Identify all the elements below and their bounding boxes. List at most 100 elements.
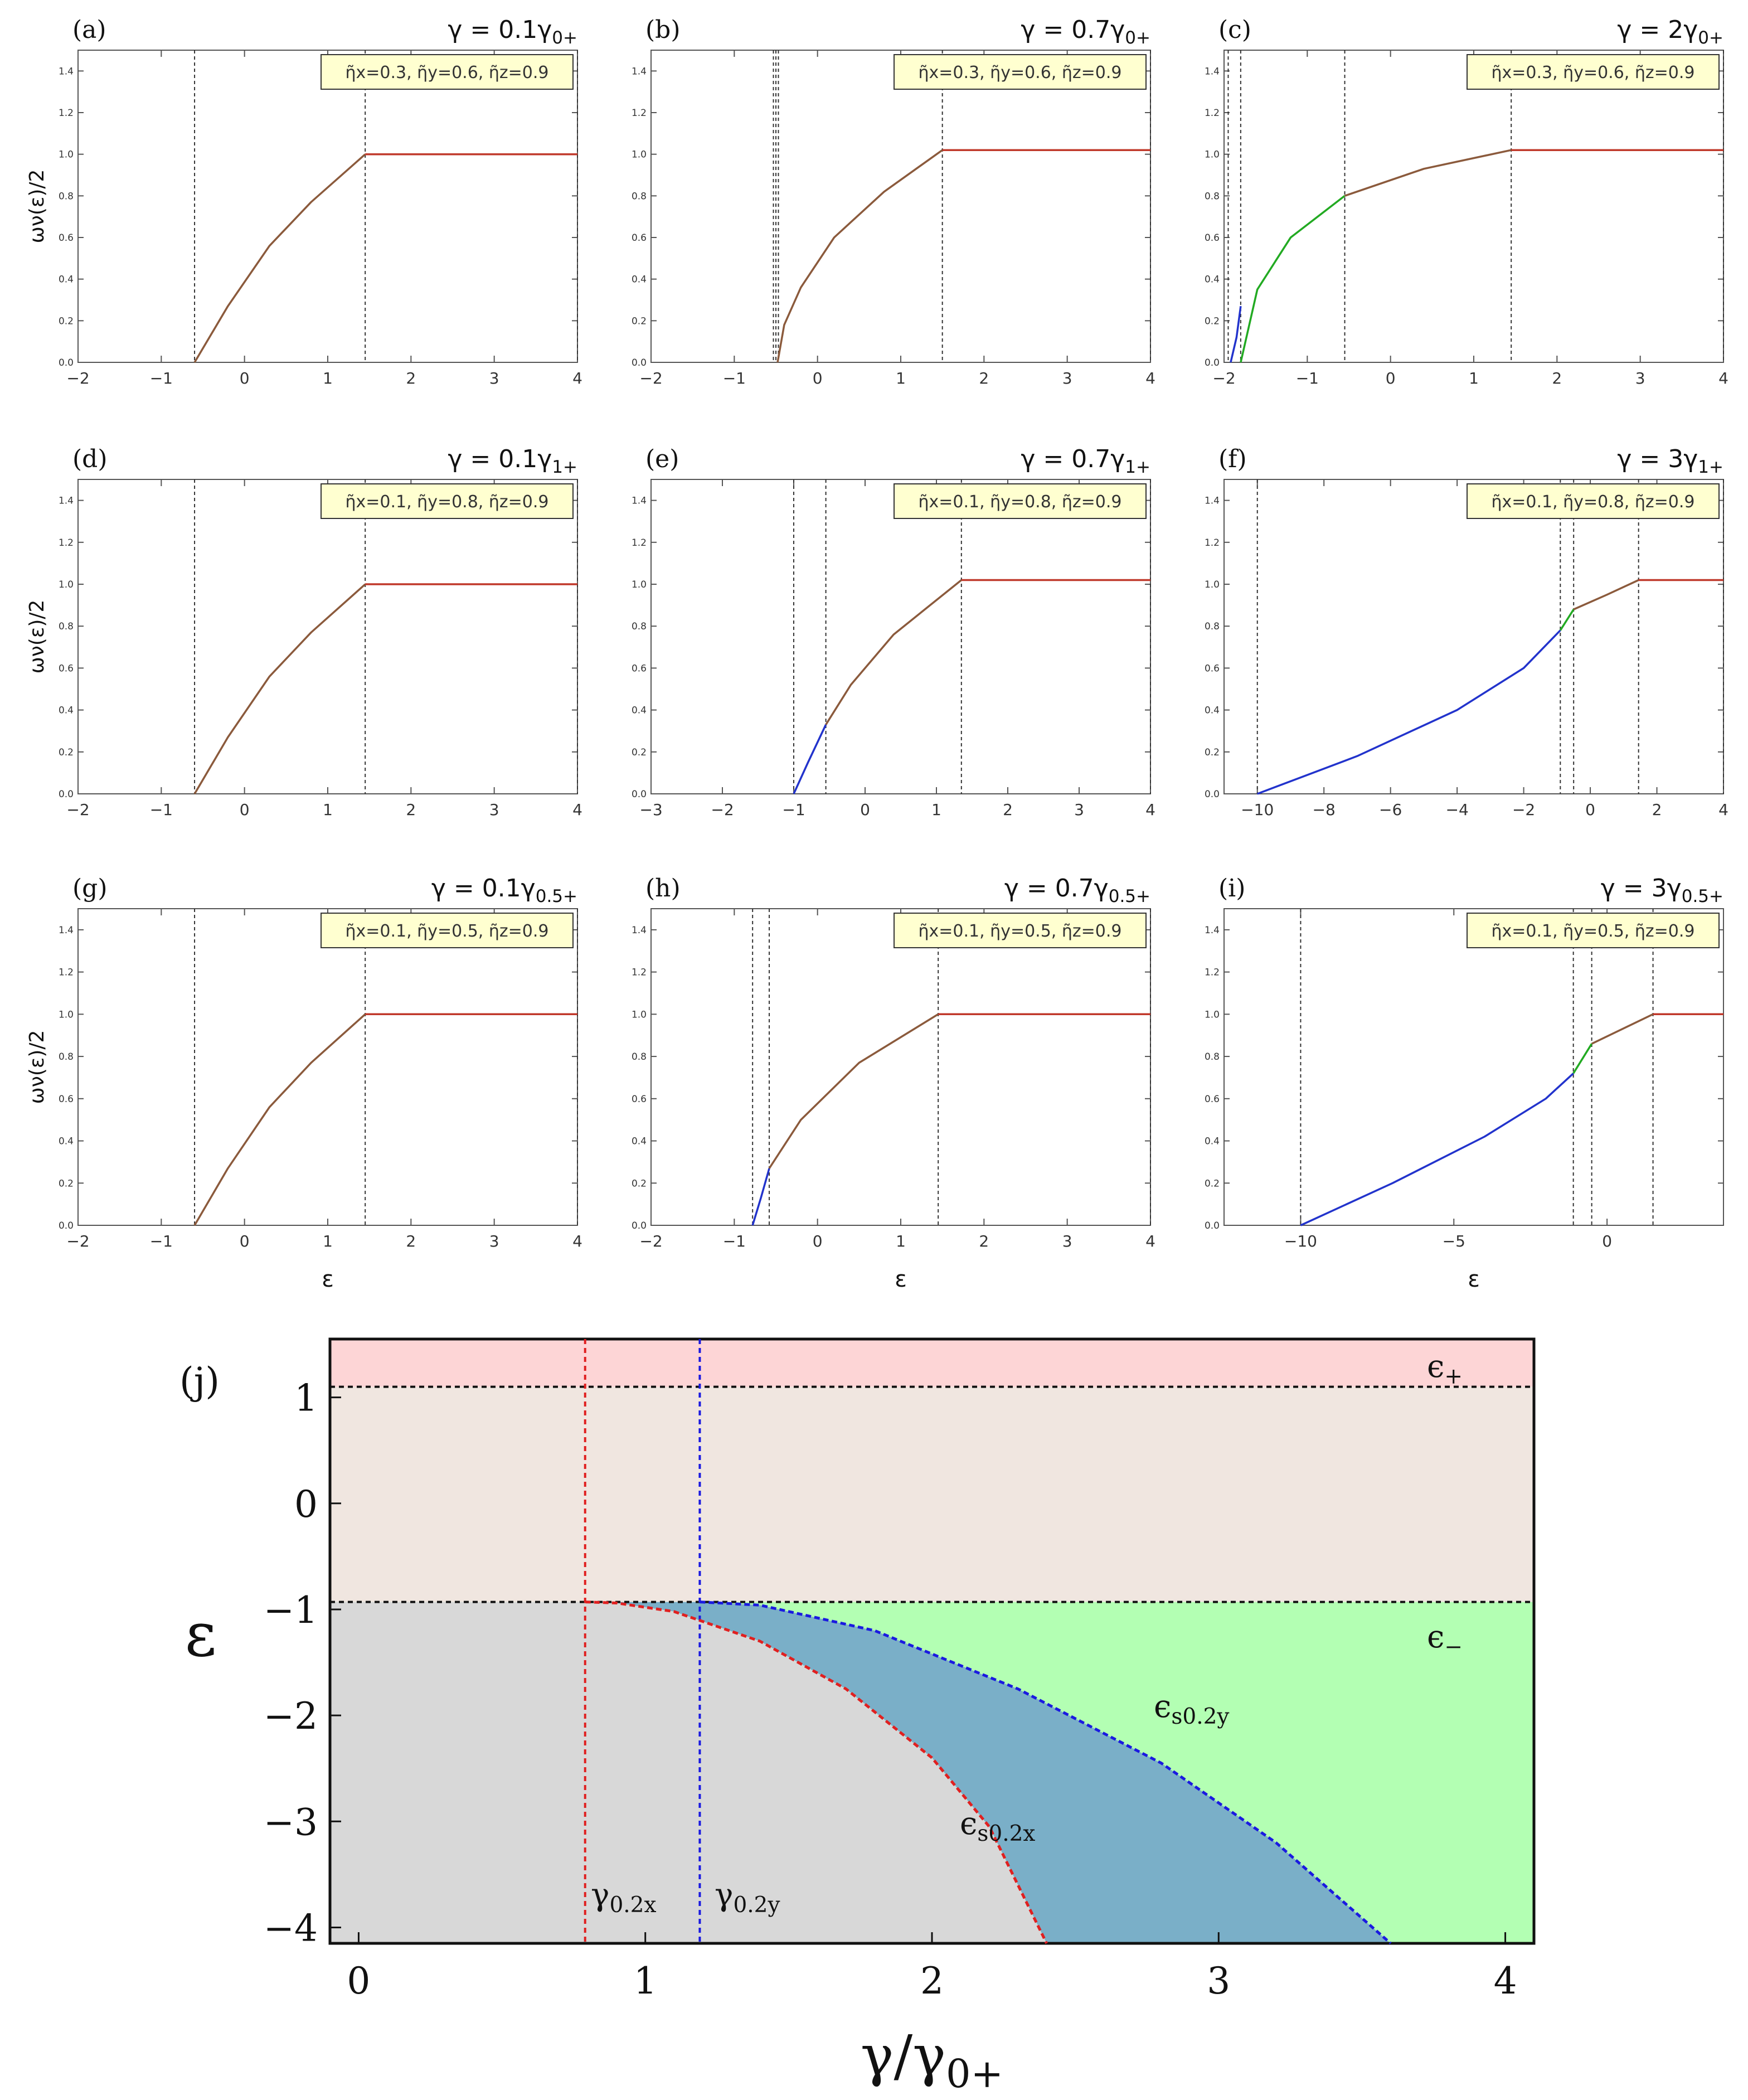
x-tick-label: 4: [572, 801, 582, 819]
x-tick-label: 3: [1062, 1232, 1072, 1250]
y-tick-label: −2: [264, 1695, 318, 1738]
y-tick-label: 1.2: [632, 108, 647, 119]
x-tick-label: 4: [572, 369, 582, 387]
y-tick-label: 1.2: [59, 537, 74, 549]
y-tick-label: 0.6: [1205, 663, 1220, 674]
y-tick-label: 0.6: [632, 663, 647, 674]
series-blue: [1257, 629, 1561, 795]
y-tick-label: 0.8: [632, 621, 647, 632]
x-tick-label: 3: [489, 1232, 499, 1250]
y-tick-label: 0: [294, 1483, 318, 1526]
x-tick-label: −6: [1379, 801, 1402, 819]
panel-title: γ = 0.1γ1+: [448, 445, 577, 477]
series-brown: [1591, 1013, 1654, 1045]
y-tick-label: 0.0: [59, 357, 74, 368]
legend-text: η̃x=0.1, η̃y=0.5, η̃z=0.9: [919, 922, 1122, 941]
y-tick-label: 0.4: [59, 274, 74, 285]
legend-box: [321, 54, 574, 90]
x-tick-label: −3: [639, 801, 662, 819]
x-tick-label: 4: [1494, 1960, 1517, 2002]
x-tick-label: 2: [1003, 801, 1013, 819]
series-brown: [1344, 149, 1512, 197]
y-tick-label: 0.8: [1205, 1051, 1220, 1063]
series-brown: [193, 1013, 366, 1226]
y-tick-label: 0.6: [59, 232, 74, 244]
plot-frame: [650, 908, 1151, 1226]
y-tick-label: −1: [264, 1589, 318, 1632]
x-tick-label: −1: [782, 801, 805, 819]
series-green: [1572, 1043, 1593, 1074]
plot-frame: [77, 908, 578, 1226]
y-tick-label: 0.8: [59, 1051, 74, 1063]
y-tick-label: −3: [264, 1801, 318, 1844]
y-tick-label: 0.6: [1205, 232, 1220, 244]
x-tick-label: −2: [66, 1232, 89, 1250]
series-brown: [825, 579, 962, 725]
y-tick-label: 0.6: [59, 663, 74, 674]
series-green: [1240, 195, 1346, 363]
legend-text: η̃x=0.1, η̃y=0.5, η̃z=0.9: [1492, 922, 1695, 941]
x-tick-label: 0: [860, 801, 870, 819]
curve-y-label: ϵs0.2y: [1154, 1689, 1229, 1729]
y-tick-label: 1.4: [59, 66, 74, 77]
y-tick-label: 0.4: [59, 705, 74, 716]
legend-text: η̃x=0.1, η̃y=0.8, η̃z=0.9: [346, 492, 549, 512]
y-tick-label: 1.4: [632, 66, 647, 77]
x-tick-label: −1: [150, 1232, 173, 1250]
x-tick-label: 0: [813, 1232, 823, 1250]
y-tick-label: 0.2: [1205, 316, 1220, 327]
x-tick-label: 4: [1145, 369, 1155, 387]
x-tick-label: 1: [896, 1232, 906, 1250]
y-axis-label: ων(ε)/2: [26, 600, 48, 674]
y-tick-label: 0.4: [1205, 274, 1220, 285]
x-tick-label: 3: [1635, 369, 1645, 387]
panel-title: γ = 0.1γ0.5+: [431, 874, 577, 906]
x-tick-label: −1: [723, 1232, 746, 1250]
y-tick-label: 1.0: [1205, 149, 1220, 161]
x-tick-label: 1: [323, 801, 333, 819]
x-axis-label: ε: [322, 1267, 334, 1292]
y-tick-label: 1.4: [59, 496, 74, 507]
y-tick-label: 0.4: [632, 1136, 647, 1147]
panel-title: γ = 0.1γ0+: [448, 16, 577, 48]
y-tick-label: 1.0: [59, 579, 74, 590]
y-tick-label: 1.4: [59, 925, 74, 936]
y-tick-label: 0.6: [1205, 1094, 1220, 1105]
x-tick-label: 0: [240, 369, 250, 387]
x-tick-label: 3: [489, 801, 499, 819]
y-tick-label: 1.0: [632, 1009, 647, 1020]
y-tick-label: 0.8: [1205, 621, 1220, 632]
x-tick-label: 4: [1718, 369, 1728, 387]
x-tick-label: 1: [896, 369, 906, 387]
y-tick-label: 1.2: [1205, 537, 1220, 549]
legend-text: η̃x=0.3, η̃y=0.6, η̃z=0.9: [1492, 63, 1695, 83]
x-axis-label: ε: [1468, 1267, 1480, 1292]
y-tick-label: 1.4: [1205, 925, 1220, 936]
region-blue: [585, 1602, 1391, 1943]
y-tick-label: 1.2: [1205, 108, 1220, 119]
plot-frame: [77, 479, 578, 794]
y-tick-label: −4: [264, 1907, 318, 1949]
series-brown: [193, 583, 366, 794]
eps-minus-label: ϵ−: [1427, 1619, 1463, 1660]
x-tick-label: 0: [347, 1960, 370, 2002]
series-green: [1559, 609, 1575, 631]
legend-box: [1467, 913, 1720, 948]
y-tick-label: 1.0: [1205, 1009, 1220, 1020]
y-tick-label: 0.2: [59, 1178, 74, 1189]
x-tick-label: −2: [1512, 801, 1535, 819]
panel-label: (a): [72, 16, 106, 44]
x-tick-label: 2: [979, 369, 989, 387]
y-tick-label: 0.8: [632, 1051, 647, 1063]
x-tick-label: −1: [723, 369, 746, 387]
x-tick-label: −1: [150, 801, 173, 819]
x-tick-label: −10: [1284, 1232, 1317, 1250]
y-tick-label: 0.0: [1205, 789, 1220, 800]
y-tick-label: 1.0: [59, 1009, 74, 1020]
x-tick-label: −2: [66, 801, 89, 819]
gamma-x-label: γ0.2x: [591, 1877, 657, 1918]
y-tick-label: 1.4: [1205, 496, 1220, 507]
x-axis-label: ε: [895, 1267, 907, 1292]
y-tick-label: 0.4: [1205, 705, 1220, 716]
plot-frame: [650, 479, 1151, 794]
